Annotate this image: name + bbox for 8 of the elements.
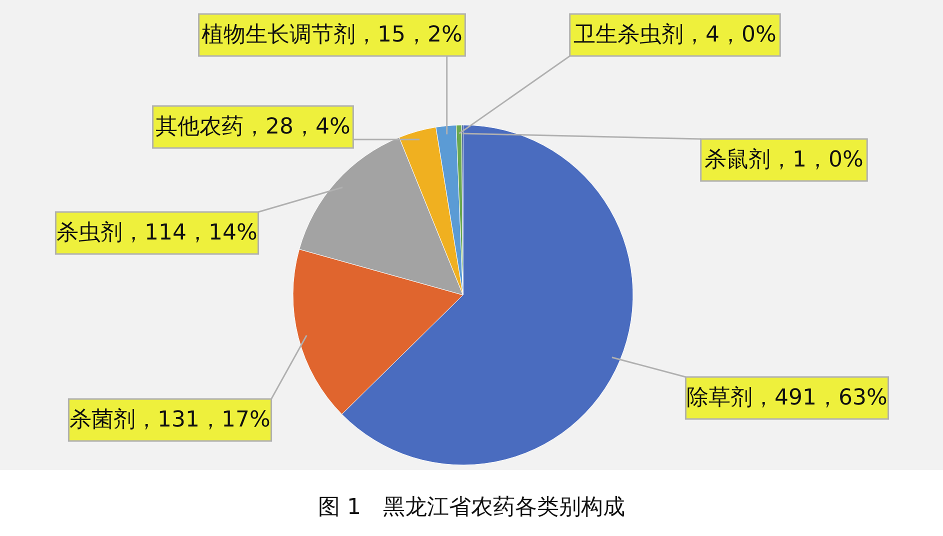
slice-label: 杀虫剂，114，14% xyxy=(56,220,258,246)
slice-label: 杀菌剂，131，17% xyxy=(70,408,270,432)
slice-label: 卫生杀虫剂，4，0% xyxy=(574,22,776,48)
slice-label: 其他农药，28，4% xyxy=(156,114,350,140)
text: 图 1 黑龙江省农药各类别构成 xyxy=(318,495,625,520)
slice-label: 除草剂，491，63% xyxy=(686,386,888,410)
slice-label: 植物生长调节剂，15，2% xyxy=(202,22,462,48)
slice-label: 杀鼠剂，1，0% xyxy=(704,148,864,172)
